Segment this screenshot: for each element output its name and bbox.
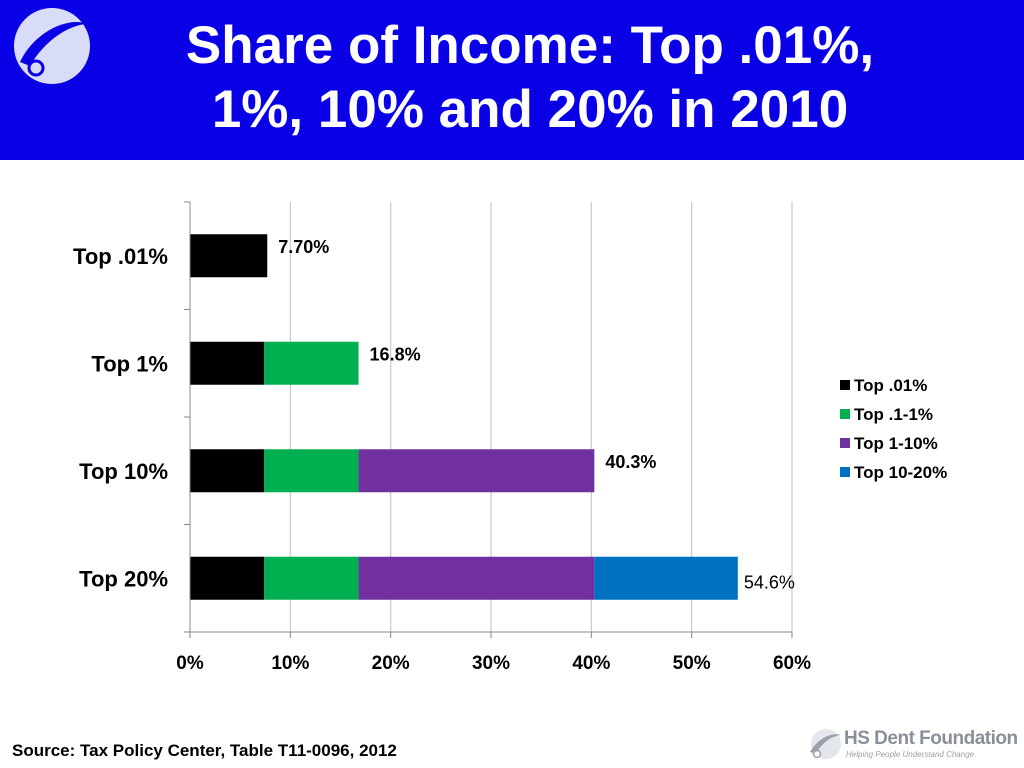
legend-swatch [840,380,850,390]
bar-segment [190,234,268,278]
category-label: Top .01% [73,244,168,269]
data-labels: 7.70% 16.8% 40.3% 54.6% [278,237,795,593]
data-label: 40.3% [605,452,656,472]
bar-segment [264,449,359,493]
data-label: 7.70% [278,237,329,257]
bars [190,234,738,600]
axes: 0% 10% 20% 30% 40% 50% 60% Top .01% Top 1% Top 10… [73,201,811,674]
category-label: Top 20% [79,566,168,591]
bar-segment [190,341,265,385]
title-banner: Share of Income: Top .01%, 1%, 10% and 2… [0,0,1024,160]
bar-segment [264,341,359,385]
x-tick-label: 0% [176,653,204,674]
page-title: Share of Income: Top .01%, 1%, 10% and 2… [185,16,875,139]
foundation-logo-icon [14,8,90,84]
legend-swatch [840,467,850,477]
footer-logo-icon [810,729,841,759]
legend-label: Top 10-20% [854,463,947,482]
x-tick-label: 10% [271,653,309,674]
legend-label: Top .01% [854,376,927,395]
bar-segment [190,449,265,493]
x-tick-label: 20% [372,653,410,674]
income-share-chart: 7.70% 16.8% 40.3% 54.6% 0% 10% 20% 30% 40% 50% 60… [73,201,947,674]
data-label: 16.8% [370,344,421,364]
legend: Top .01% Top .1-1% Top 1-10% Top 10-20% [840,376,947,482]
x-tick-label: 50% [673,653,711,674]
category-label: Top 1% [91,351,168,376]
legend-swatch [840,438,850,448]
category-label: Top 10% [79,459,168,484]
source-note: Source: Tax Policy Center, Table T11-009… [12,741,397,760]
x-tick-label: 60% [773,653,811,674]
legend-label: Top 1-10% [854,434,938,453]
bar-segment [190,556,265,600]
bar-segment [358,449,595,493]
bar-segment [264,556,359,600]
footer-tagline: Helping People Understand Change [846,750,975,759]
bar-segment [594,556,738,600]
data-label: 54.6% [744,572,795,592]
footer-brand: HS Dent Foundation Helping People Unders… [806,726,1018,766]
x-tick-label: 30% [472,653,510,674]
x-tick-label: 40% [572,653,610,674]
footer-brand-name: HS Dent Foundation [844,728,1018,749]
legend-swatch [840,409,850,419]
bar-segment [358,556,595,600]
legend-label: Top .1-1% [854,405,933,424]
